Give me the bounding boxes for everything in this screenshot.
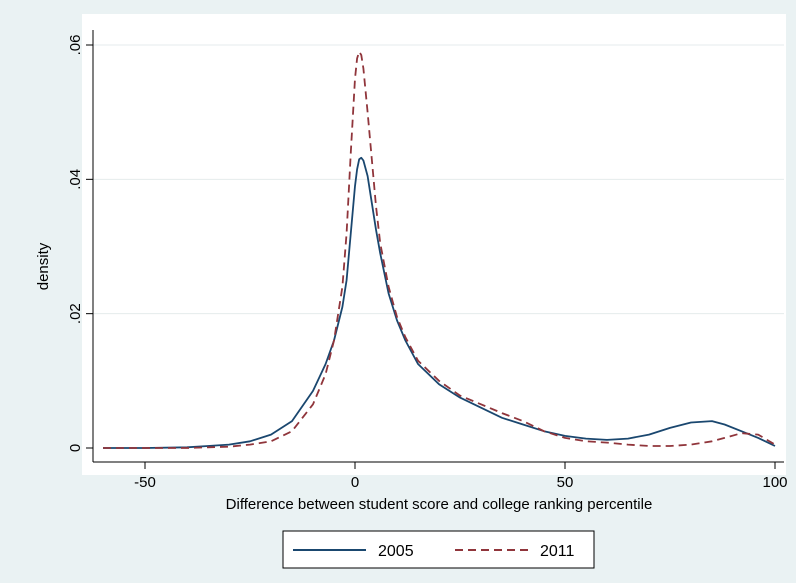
series-layer xyxy=(103,50,776,449)
x-axis-ticks: -50 0 50 100 xyxy=(134,462,788,491)
legend: 2005 2011 xyxy=(282,530,595,569)
legend-label-2011: 2011 xyxy=(540,543,575,560)
x-tick-label: -50 xyxy=(134,474,156,491)
grid-lines xyxy=(93,44,784,315)
plot-region xyxy=(82,14,786,475)
legend-label-2005: 2005 xyxy=(378,543,414,560)
x-tick-label: 0 xyxy=(351,474,359,491)
y-tick-label: 0 xyxy=(67,444,84,452)
y-tick-label: .06 xyxy=(67,35,84,56)
series-line-2005 xyxy=(103,156,776,449)
y-axis-ticks: 0 .02 .04 .06 xyxy=(67,35,93,452)
series-line-2011 xyxy=(103,50,776,449)
y-tick-label: .04 xyxy=(67,169,84,190)
y-tick-label: .02 xyxy=(67,303,84,324)
y-axis-label: density xyxy=(35,242,52,290)
x-tick-label: 100 xyxy=(762,474,787,491)
x-tick-label: 50 xyxy=(557,474,574,491)
x-axis-label: Difference between student score and col… xyxy=(226,496,653,513)
